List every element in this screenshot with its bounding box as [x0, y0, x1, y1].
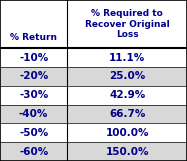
Text: 150.0%: 150.0% [105, 147, 149, 157]
Bar [67, 0, 187, 48]
Bar [67, 67, 187, 86]
Text: -60%: -60% [19, 147, 48, 157]
Text: 11.1%: 11.1% [109, 53, 145, 63]
Text: 42.9%: 42.9% [109, 90, 145, 100]
Text: -40%: -40% [19, 109, 48, 119]
Bar [0, 0, 67, 48]
Bar [67, 142, 187, 161]
Bar [0, 105, 67, 123]
Text: % Return: % Return [10, 33, 57, 42]
Bar [0, 123, 67, 142]
Text: % Required to
Recover Original
Loss: % Required to Recover Original Loss [85, 9, 170, 39]
Bar [67, 86, 187, 105]
Text: 25.0%: 25.0% [109, 71, 145, 81]
Bar [0, 48, 67, 67]
Text: 100.0%: 100.0% [105, 128, 149, 138]
Bar [0, 142, 67, 161]
Bar [0, 67, 67, 86]
Text: -30%: -30% [19, 90, 48, 100]
Bar [67, 123, 187, 142]
Bar [67, 105, 187, 123]
Text: -10%: -10% [19, 53, 48, 63]
Text: -50%: -50% [19, 128, 48, 138]
Bar [0, 86, 67, 105]
Bar [67, 48, 187, 67]
Text: 66.7%: 66.7% [109, 109, 145, 119]
Text: -20%: -20% [19, 71, 48, 81]
